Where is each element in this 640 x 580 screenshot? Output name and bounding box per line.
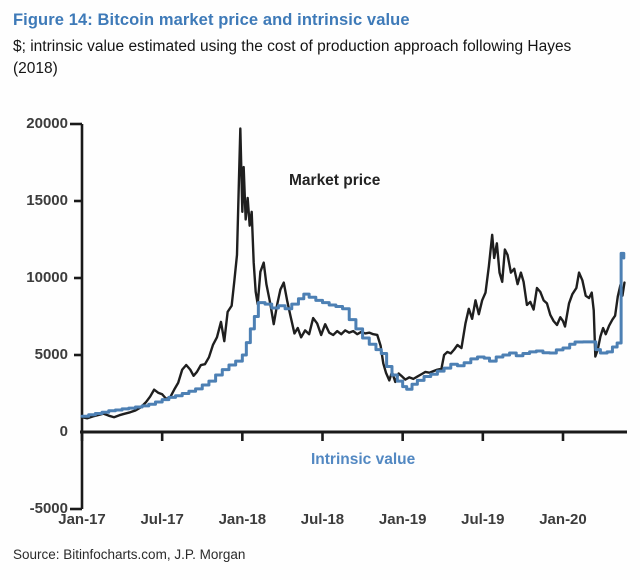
x-axis-label: Jan-19	[378, 511, 427, 528]
y-axis-label: -5000	[29, 500, 68, 517]
market-price-label: Market price	[289, 172, 381, 189]
x-axis-label: Jul-18	[300, 511, 345, 528]
x-axis-label: Jul-19	[461, 511, 505, 528]
market-price-line	[80, 127, 626, 420]
x-axis-label: Jan-17	[58, 511, 106, 528]
y-axis-label: 0	[59, 423, 68, 440]
y-axis-label: 20000	[26, 115, 68, 132]
intrinsic-value-label: Intrinsic value	[311, 451, 416, 468]
y-axis-label: 5000	[34, 346, 68, 363]
y-axis-label: 10000	[26, 269, 68, 286]
x-axis-label: Jan-20	[539, 511, 587, 528]
figure-subtitle: $; intrinsic value estimated using the c…	[13, 38, 572, 77]
intrinsic-value-line	[80, 251, 626, 418]
x-axis-label: Jul-17	[140, 511, 184, 528]
figure-title: Figure 14: Bitcoin market price and intr…	[13, 11, 410, 29]
x-axis-label: Jan-18	[218, 511, 267, 528]
source-note: Source: Bitinfocharts.com, J.P. Morgan	[13, 547, 246, 562]
y-axis-label: 15000	[26, 192, 68, 209]
